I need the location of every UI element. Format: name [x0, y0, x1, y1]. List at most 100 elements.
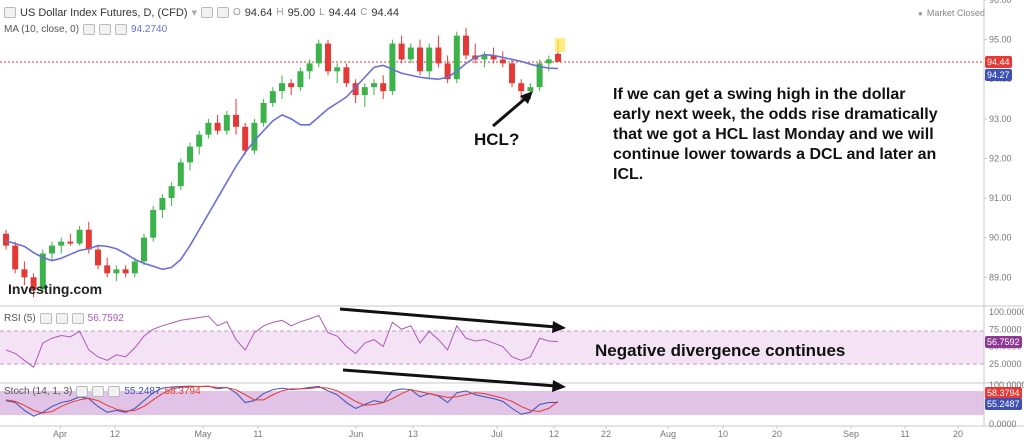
candle-body: [223, 114, 230, 131]
candle-body: [113, 269, 120, 274]
divergence-label: Negative divergence continues: [595, 341, 846, 360]
x-tick-label: May: [194, 429, 212, 439]
settings-icon[interactable]: [55, 313, 68, 324]
candle-body: [481, 55, 488, 60]
candle-body: [269, 91, 276, 103]
settings-icon[interactable]: [92, 386, 105, 397]
candle-body: [3, 233, 9, 246]
rsi-divergence-arrow: [339, 307, 566, 333]
candle-body: [150, 209, 157, 238]
ma-value: 94.2740: [131, 24, 168, 35]
stoch-header: Stoch (14, 1, 3) 55.2487 58.3794: [4, 386, 201, 397]
price-tick-label: 95.00: [989, 35, 1012, 45]
stoch-d-line: [5, 386, 559, 414]
candle-body: [242, 126, 249, 151]
candle-body: [527, 87, 534, 92]
stoch-k-tag: 55.2487: [985, 398, 1022, 410]
stoch-k-line: [5, 385, 558, 417]
candle-body: [67, 241, 74, 244]
candle-body: [12, 245, 19, 270]
close-icon[interactable]: [115, 24, 128, 35]
candle-body: [435, 47, 442, 64]
candle-body: [499, 59, 506, 64]
collapse-icon[interactable]: [4, 7, 16, 18]
candle-body: [49, 245, 55, 254]
open-value: 94.64: [244, 6, 273, 19]
candle-body: [426, 47, 433, 72]
rsi-value-tag: 56.7592: [985, 336, 1022, 348]
price-tick-label: 89.00: [989, 272, 1012, 282]
status-dot-icon: ●: [918, 8, 923, 18]
chart-title: US Dollar Index Futures, D, (CFD): [20, 6, 188, 19]
candle-body: [131, 261, 138, 274]
x-tick-label: 13: [408, 429, 418, 439]
candle-body: [196, 134, 203, 147]
candle-body: [325, 43, 331, 72]
candle-body: [251, 122, 258, 151]
rsi-tick-label: 75.0000: [989, 324, 1022, 334]
candle-body: [95, 249, 101, 266]
stoch-divergence-arrow: [342, 368, 566, 392]
candle-body: [306, 63, 313, 72]
price-tick-label: 96.00: [989, 0, 1012, 5]
stoch-tick-label: 0.0000: [989, 419, 1017, 429]
candle-body: [463, 35, 469, 56]
price-panel: [0, 0, 984, 305]
x-tick-label: 12: [110, 429, 120, 439]
stoch-label: Stoch (14, 1, 3): [4, 386, 73, 397]
x-tick-label: 22: [601, 429, 611, 439]
eye-icon[interactable]: [39, 313, 52, 324]
candle-body: [260, 102, 267, 123]
candle-body: [371, 83, 377, 88]
stoch-k-value: 55.2487: [124, 386, 161, 397]
close-icon[interactable]: [108, 386, 121, 397]
candle-body: [168, 186, 175, 199]
candle-body: [85, 229, 92, 250]
stoch-tick-label: 100.0000: [989, 380, 1024, 390]
candle-body: [555, 53, 561, 62]
candle-body: [30, 277, 37, 290]
x-tick-label: Jun: [349, 429, 364, 439]
settings-icon[interactable]: [201, 7, 214, 18]
candle-body: [279, 83, 285, 92]
candle-body: [104, 265, 111, 274]
candle-body: [233, 114, 239, 127]
rsi-band: [0, 331, 984, 364]
market-status: ● Market Closed: [918, 8, 985, 18]
candle-body: [380, 83, 387, 92]
candle-body: [389, 43, 396, 92]
candle-body: [352, 83, 359, 96]
rsi-header: RSI (5) 56.7592: [4, 313, 124, 324]
low-value: 94.44: [328, 6, 357, 19]
stoch-d-tag: 58.3794: [985, 387, 1022, 399]
close-icon[interactable]: [217, 7, 230, 18]
candle-body: [453, 35, 460, 80]
ma-line: [5, 53, 559, 271]
candle-body: [288, 83, 295, 88]
x-tick-label: 20: [953, 429, 963, 439]
eye-icon[interactable]: [83, 24, 96, 35]
eye-icon[interactable]: [76, 386, 89, 397]
ma-label: MA (10, close, 0): [4, 24, 80, 35]
x-tick-label: Sep: [843, 429, 859, 439]
rsi-panel: [0, 305, 1024, 365]
close-label: C: [360, 7, 368, 18]
rsi-tick-label: 25.0000: [989, 359, 1022, 369]
candle-body: [509, 63, 515, 84]
candle-body: [159, 198, 166, 210]
x-tick-label: 10: [718, 429, 728, 439]
candle-body: [518, 83, 525, 92]
logo-text: Investing.com: [8, 281, 103, 297]
candle-body: [21, 269, 28, 278]
price-tick-label: 91.00: [989, 193, 1012, 203]
market-status-text: Market Closed: [926, 8, 985, 18]
candle-body: [334, 67, 341, 72]
close-icon[interactable]: [71, 313, 84, 324]
settings-icon[interactable]: [99, 24, 112, 35]
x-tick-label: Aug: [660, 429, 676, 439]
chevron-down-icon[interactable]: ▾: [191, 7, 198, 19]
price-tick-label: 92.00: [989, 153, 1012, 163]
open-label: O: [233, 7, 241, 18]
hcl-arrow: [492, 91, 533, 128]
